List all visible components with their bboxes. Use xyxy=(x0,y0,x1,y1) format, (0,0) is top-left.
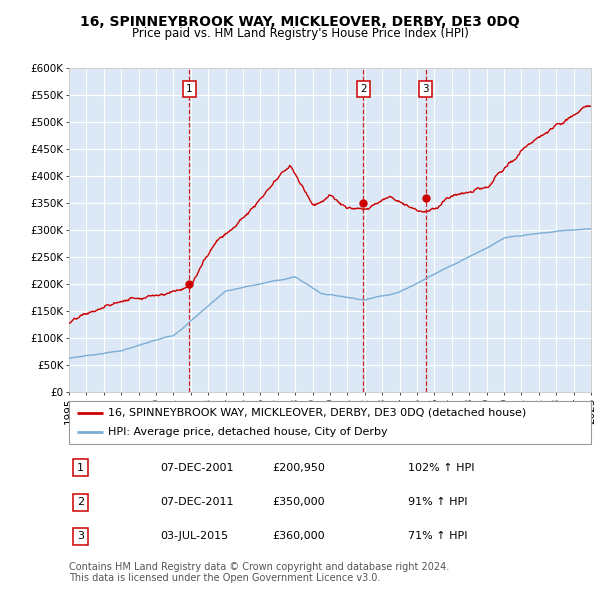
Text: Price paid vs. HM Land Registry's House Price Index (HPI): Price paid vs. HM Land Registry's House … xyxy=(131,27,469,40)
Text: 03-JUL-2015: 03-JUL-2015 xyxy=(160,532,229,542)
Text: 102% ↑ HPI: 102% ↑ HPI xyxy=(409,463,475,473)
Text: 1: 1 xyxy=(77,463,84,473)
Text: 07-DEC-2011: 07-DEC-2011 xyxy=(160,497,234,507)
Text: 16, SPINNEYBROOK WAY, MICKLEOVER, DERBY, DE3 0DQ: 16, SPINNEYBROOK WAY, MICKLEOVER, DERBY,… xyxy=(80,15,520,29)
Text: 3: 3 xyxy=(77,532,84,542)
Text: HPI: Average price, detached house, City of Derby: HPI: Average price, detached house, City… xyxy=(108,427,388,437)
Text: 1: 1 xyxy=(186,84,193,94)
Text: £360,000: £360,000 xyxy=(272,532,325,542)
Text: 07-DEC-2001: 07-DEC-2001 xyxy=(160,463,234,473)
Text: 2: 2 xyxy=(360,84,367,94)
Text: £350,000: £350,000 xyxy=(272,497,325,507)
Text: £200,950: £200,950 xyxy=(272,463,325,473)
Text: 16, SPINNEYBROOK WAY, MICKLEOVER, DERBY, DE3 0DQ (detached house): 16, SPINNEYBROOK WAY, MICKLEOVER, DERBY,… xyxy=(108,408,526,418)
Text: 2: 2 xyxy=(77,497,84,507)
Text: Contains HM Land Registry data © Crown copyright and database right 2024.
This d: Contains HM Land Registry data © Crown c… xyxy=(69,562,449,584)
FancyBboxPatch shape xyxy=(69,401,591,444)
Text: 71% ↑ HPI: 71% ↑ HPI xyxy=(409,532,468,542)
Text: 91% ↑ HPI: 91% ↑ HPI xyxy=(409,497,468,507)
Text: 3: 3 xyxy=(422,84,429,94)
